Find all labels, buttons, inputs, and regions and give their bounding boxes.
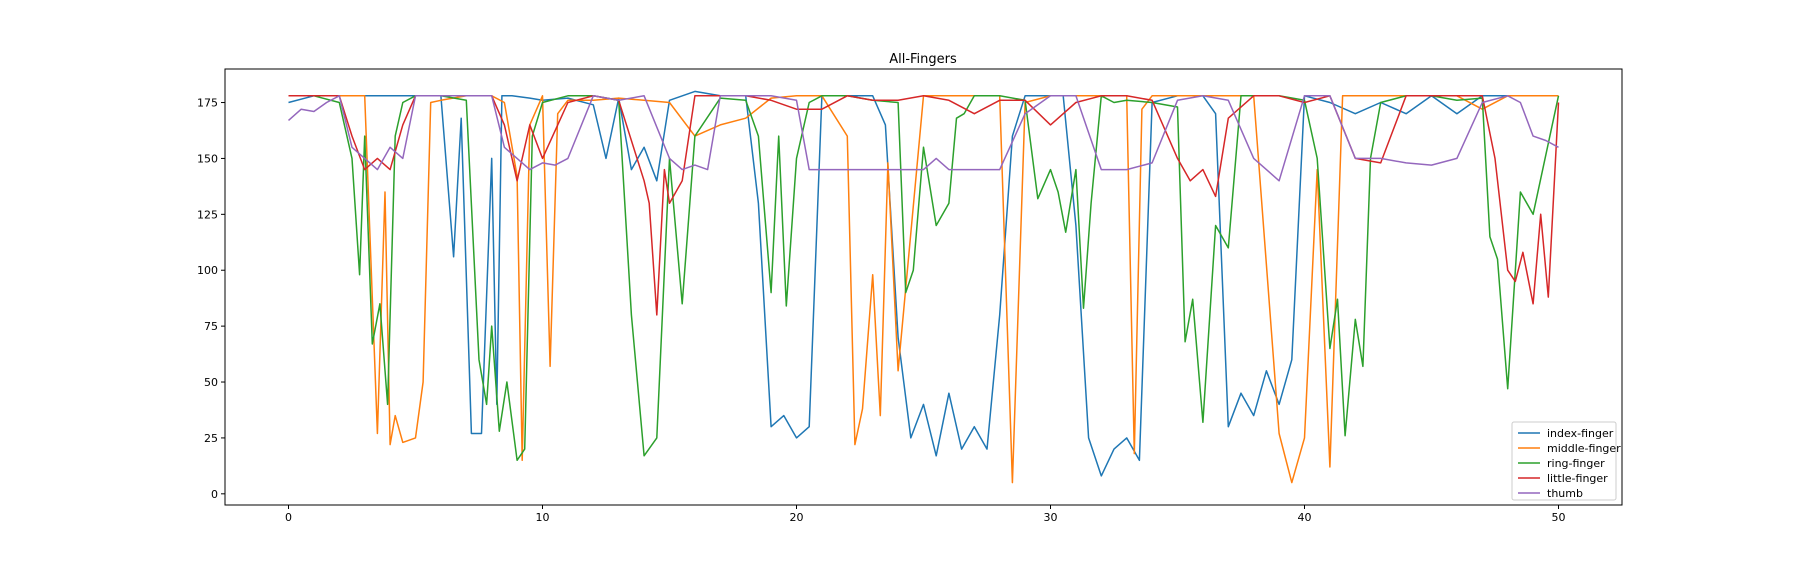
- plot-lines: [288, 90, 1560, 484]
- legend: index-finger middle-finger ring-finger litt…: [1511, 421, 1621, 501]
- x-axis: 0 10 20 30 40 50: [285, 505, 1566, 524]
- x-tick-label-4: 40: [1298, 511, 1312, 524]
- series-line-index-finger: [288, 90, 1559, 477]
- series-line-thumb: [288, 95, 1559, 182]
- y-tick-label-3: 75: [204, 320, 218, 333]
- y-axis: 0 25 50 75 100 125 150 175: [197, 97, 225, 501]
- y-tick-label-7: 175: [197, 97, 218, 110]
- y-tick-label-5: 125: [197, 208, 218, 221]
- x-tick-label-3: 30: [1044, 511, 1058, 524]
- series-line-middle-finger: [288, 95, 1559, 484]
- y-tick-label-6: 150: [197, 152, 218, 165]
- legend-label-thumb: thumb: [1547, 487, 1583, 500]
- legend-label-index-finger: index-finger: [1547, 427, 1614, 440]
- legend-label-middle-finger: middle-finger: [1547, 442, 1621, 455]
- x-tick-label-2: 20: [790, 511, 804, 524]
- y-tick-label-1: 25: [204, 432, 218, 445]
- chart-title: All-Fingers: [889, 52, 957, 67]
- x-tick-label-5: 50: [1552, 511, 1566, 524]
- plot-frame: [224, 68, 1623, 506]
- legend-label-ring-finger: ring-finger: [1547, 457, 1605, 470]
- y-tick-label-2: 50: [204, 376, 218, 389]
- x-tick-label-1: 10: [536, 511, 550, 524]
- series-line-ring-finger: [288, 95, 1560, 462]
- y-tick-label-4: 100: [197, 264, 218, 277]
- y-tick-label-0: 0: [211, 488, 218, 501]
- legend-box: [1511, 421, 1617, 501]
- series-line-little-finger: [288, 95, 1560, 316]
- legend-label-little-finger: little-finger: [1547, 472, 1608, 485]
- x-tick-label-0: 0: [285, 511, 292, 524]
